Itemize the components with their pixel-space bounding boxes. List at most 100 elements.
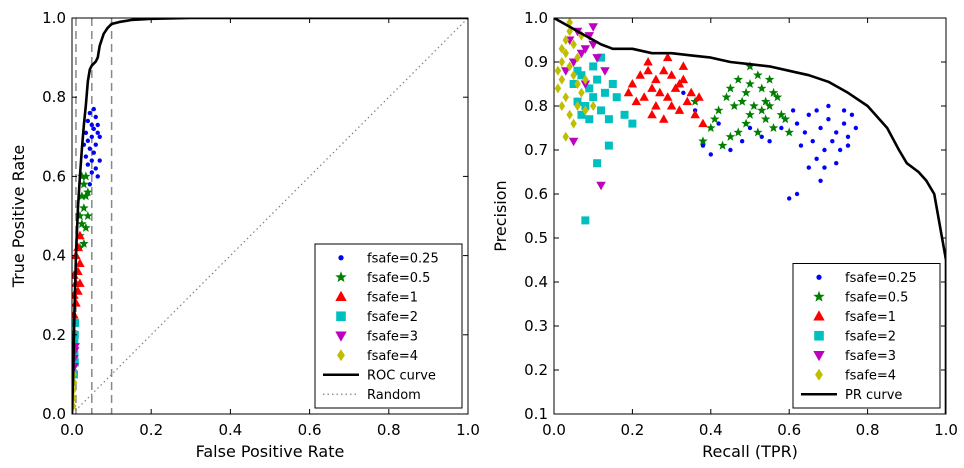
point-3-16 [651, 101, 661, 110]
y-tick-label: 1.0 [42, 9, 66, 27]
point-2-18 [776, 109, 787, 119]
x-tick-label: 0.8 [377, 421, 401, 439]
point-1-21 [841, 108, 847, 113]
point-3-6 [666, 70, 677, 79]
point-4-19 [581, 216, 590, 225]
point-2-7 [764, 74, 775, 84]
point-5-12 [580, 80, 591, 89]
legend-entry: fsafe=1 [335, 290, 418, 305]
legend-entry: fsafe=0.25 [816, 271, 917, 286]
point-1-16 [798, 143, 804, 148]
point-5-14 [588, 23, 598, 32]
point-2-15 [764, 101, 775, 111]
legend-marker [816, 274, 822, 280]
point-2-21 [725, 131, 736, 141]
y-tick-label: 1.0 [524, 9, 548, 27]
legend: fsafe=0.25 fsafe=0.5 fsafe=1 fsafe=2 fsafe=3… [792, 263, 941, 409]
legend-box [314, 243, 463, 409]
legend-marker [335, 290, 347, 301]
point-4-13 [608, 80, 617, 88]
legend-entry: fsafe=4 [337, 349, 418, 364]
point-1-13 [837, 147, 843, 153]
point-1-15 [802, 130, 808, 135]
point-3-19 [690, 109, 700, 119]
point-3-13 [686, 87, 696, 97]
point-2-13 [81, 171, 91, 181]
point-2-32 [745, 61, 755, 71]
point-3-8 [647, 83, 657, 92]
point-1-38 [759, 134, 764, 139]
point-3-2 [635, 70, 645, 79]
point-6-14 [574, 101, 581, 111]
point-1-24 [787, 196, 792, 201]
point-6-1 [554, 83, 562, 94]
point-2-31 [709, 114, 720, 124]
point-1-1 [794, 121, 800, 126]
point-1-22 [826, 103, 831, 109]
legend-entry: fsafe=3 [335, 329, 418, 344]
point-1-9 [849, 112, 855, 118]
axes-frame [553, 17, 947, 415]
legend-marker [815, 368, 823, 381]
point-1-29 [747, 125, 753, 131]
point-4-17 [593, 159, 602, 168]
point-2-7 [75, 211, 85, 221]
point-2-11 [77, 191, 87, 201]
point-6-25 [578, 30, 585, 41]
point-2-20 [741, 118, 751, 128]
series-fsafe=4 [554, 18, 597, 142]
point-1-4 [89, 122, 95, 128]
legend-entry: fsafe=4 [815, 368, 896, 383]
legend-label: ROC curve [367, 368, 436, 383]
point-1-20 [853, 125, 859, 131]
x-tick-label: 0.4 [699, 421, 723, 439]
point-5-5 [568, 58, 579, 67]
point-6-4 [562, 48, 570, 59]
point-1-10 [93, 114, 98, 120]
y-tick-label: 0.8 [42, 88, 66, 106]
legend-entry: fsafe=3 [813, 349, 896, 364]
point-2-19 [760, 114, 771, 124]
point-6-20 [574, 52, 581, 63]
point-2-23 [698, 136, 708, 146]
point-1-18 [95, 174, 100, 179]
point-2-27 [768, 123, 779, 133]
x-tick-label: 0.2 [139, 421, 163, 439]
point-6-9 [570, 70, 577, 81]
point-2-24 [717, 140, 728, 150]
y-tick-label: 0.9 [524, 53, 548, 71]
point-1-28 [767, 139, 772, 144]
point-1-2 [85, 118, 91, 124]
legend-marker [813, 310, 825, 321]
point-1-2 [806, 112, 811, 118]
point-2-1 [725, 83, 736, 93]
y-tick-label: 0.6 [524, 185, 548, 203]
legend-label: fsafe=1 [845, 310, 896, 325]
point-2-25 [690, 96, 700, 106]
legend-marker [338, 255, 344, 261]
point-3-11 [670, 83, 681, 92]
x-tick-label: 1.0 [456, 421, 480, 439]
point-1-6 [834, 130, 839, 135]
point-1-33 [708, 152, 713, 157]
point-2-2 [77, 218, 87, 228]
legend-label: PR curve [845, 388, 902, 403]
point-4-14 [612, 93, 621, 102]
point-1-1 [83, 130, 89, 136]
point-1-11 [93, 142, 98, 147]
point-1-11 [822, 147, 827, 153]
point-3-10 [662, 92, 673, 101]
y-tick-label: 0.0 [42, 405, 66, 423]
point-3-1 [627, 79, 638, 88]
legend-marker [337, 349, 345, 362]
legend-label: Random [367, 388, 421, 403]
point-2-12 [83, 187, 93, 197]
legend-marker [813, 351, 825, 362]
point-1-8 [89, 134, 95, 139]
point-1-30 [728, 147, 733, 153]
point-2-22 [706, 123, 716, 133]
point-4-11 [585, 115, 594, 124]
y-tick-label: 0.1 [524, 405, 548, 423]
point-3-4 [651, 74, 661, 84]
legend-label: fsafe=2 [367, 310, 418, 325]
